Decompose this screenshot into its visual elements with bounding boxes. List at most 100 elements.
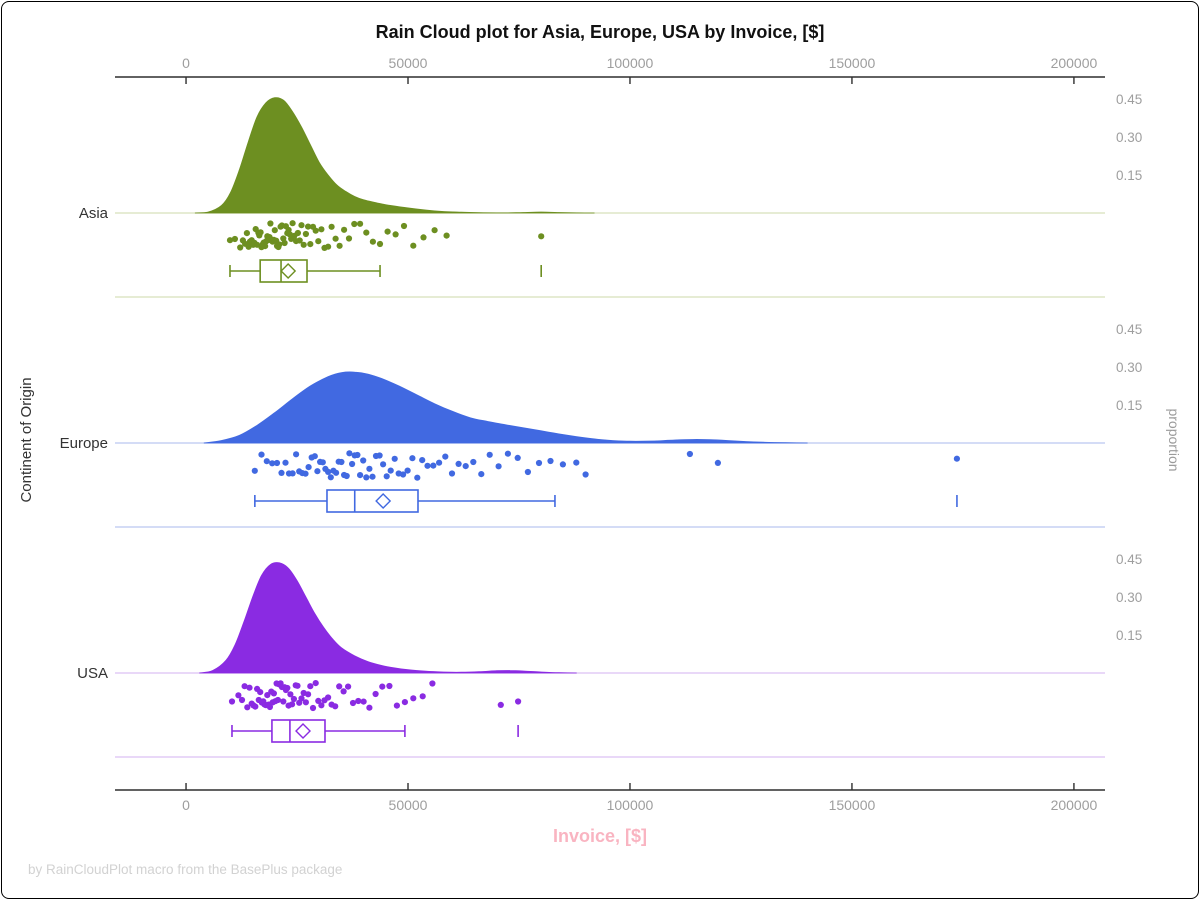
usa-scatter-point (419, 693, 426, 700)
usa-scatter-point (246, 684, 253, 691)
europe-scatter-point (419, 457, 426, 464)
usa-scatter-point (393, 702, 400, 709)
asia-scatter-point (431, 227, 438, 234)
x-axis-top: 0 50000 100000 150000 200000 (115, 55, 1105, 84)
usa-scatter-point (355, 697, 362, 705)
asia-scatter-point (369, 238, 376, 245)
usa-scatter-point (274, 696, 281, 704)
usa-scatter-point (266, 703, 273, 711)
asia-scatter-point (237, 244, 244, 251)
asia-scatter-point (289, 220, 296, 227)
usa-scatter-point (345, 683, 352, 690)
usa-scatter-point (238, 696, 246, 704)
x-axis-label: Invoice, [$] (553, 826, 647, 846)
europe-scatter-point (714, 459, 722, 466)
usa-scatter-point (264, 692, 271, 699)
usa-scatter-point (307, 683, 314, 690)
asia-scatter-point (276, 241, 283, 248)
proportion-axis-label: proportion (1166, 408, 1182, 471)
asia-scatter-point (312, 227, 319, 234)
europe-scatter-point (305, 464, 312, 471)
europe-scatter-point (380, 461, 387, 468)
asia-scatter-point (325, 243, 332, 250)
usa-scatter-point (372, 690, 379, 698)
usa-scatter-point (302, 699, 309, 706)
usa-scatter-point (349, 699, 357, 707)
usa-scatter-point (298, 695, 305, 702)
usa-scatter-point (315, 697, 322, 705)
asia-scatter-point (392, 231, 399, 238)
usa-scatter-point (284, 684, 291, 692)
asia-scatter-point (315, 238, 322, 245)
europe-scatter-point (251, 467, 258, 474)
x-axis-top-tick-label: 150000 (829, 55, 876, 71)
asia-mean-diamond (280, 263, 297, 279)
asia-density-area (194, 97, 595, 214)
asia-scatter-point (294, 229, 301, 237)
europe-scatter-point (442, 453, 449, 460)
europe-scatter-point (400, 471, 407, 478)
usa-scatter-point (287, 691, 294, 698)
usa-density-area (199, 562, 577, 674)
europe-scatter-point (343, 472, 350, 480)
x-axis-bottom-tick-label: 150000 (829, 797, 876, 813)
usa-category-label: USA (77, 665, 108, 682)
asia-scatter-point (538, 233, 545, 240)
europe-scatter-point (455, 460, 462, 467)
asia-scatter-point (332, 235, 339, 242)
x-axis-bottom-tick-label: 50000 (389, 797, 428, 813)
europe-scatter-point (524, 468, 532, 476)
europe-scatter-point (582, 471, 589, 478)
europe-scatter-point (258, 451, 265, 458)
usa-scatter-point (410, 695, 417, 702)
asia-scatter-point (400, 222, 408, 230)
usa-proportion-tick-label: 0.30 (1116, 590, 1142, 605)
usa-proportion-tick-label: 0.15 (1116, 628, 1142, 643)
asia-scatter-point (384, 228, 391, 235)
usa-scatter-point (360, 698, 367, 705)
usa-scatter-point (379, 683, 386, 690)
europe-scatter-point (573, 459, 580, 466)
europe-scatter-point (430, 462, 437, 469)
europe-scatter-point (470, 458, 477, 466)
europe-scatter-point (478, 471, 485, 478)
europe-scatter-point (404, 467, 411, 474)
usa-scatter-point (290, 695, 297, 703)
europe-scatter-point (424, 462, 431, 469)
usa-scatter-point (280, 698, 287, 705)
asia-scatter-point (267, 220, 274, 227)
usa-mean-diamond (295, 723, 312, 739)
europe-scatter-point (269, 460, 276, 467)
usa-scatter-point (336, 683, 343, 690)
asia-scatter-point (281, 239, 288, 247)
x-axis-top-tick-label: 50000 (389, 55, 428, 71)
asia-scatter-point (376, 240, 384, 248)
usa-scatter-point (515, 698, 522, 705)
asia-scatter-point (443, 232, 450, 239)
europe-scatter-point (311, 453, 318, 460)
europe-scatter-point (263, 458, 270, 465)
usa-scatter-point (401, 699, 408, 706)
asia-scatter-point (357, 220, 364, 227)
europe-scatter-point (349, 460, 356, 468)
asia-proportion-tick-label: 0.30 (1116, 130, 1142, 145)
europe-scatter-point (514, 454, 521, 461)
asia-scatter-point (302, 230, 309, 238)
europe-scatter-point (338, 458, 345, 466)
usa-scatter-point (252, 703, 259, 710)
attribution-footer: by RainCloudPlot macro from the BasePlus… (28, 862, 342, 877)
asia-scatter-point (300, 241, 307, 248)
asia-scatter-point (271, 227, 278, 234)
asia-scatter-point (243, 230, 250, 237)
panel-europe: 0.45 0.30 0.15 Europe (60, 322, 1142, 528)
usa-scatter-point (305, 691, 312, 698)
usa-scatter-point (312, 680, 319, 687)
europe-scatter-point (354, 451, 361, 459)
europe-scatter-point (486, 451, 493, 458)
asia-scatter-point (341, 226, 348, 233)
usa-scatter-point (289, 701, 296, 708)
usa-scatter-point (386, 682, 393, 690)
x-axis-bottom-tick-label: 200000 (1051, 797, 1098, 813)
